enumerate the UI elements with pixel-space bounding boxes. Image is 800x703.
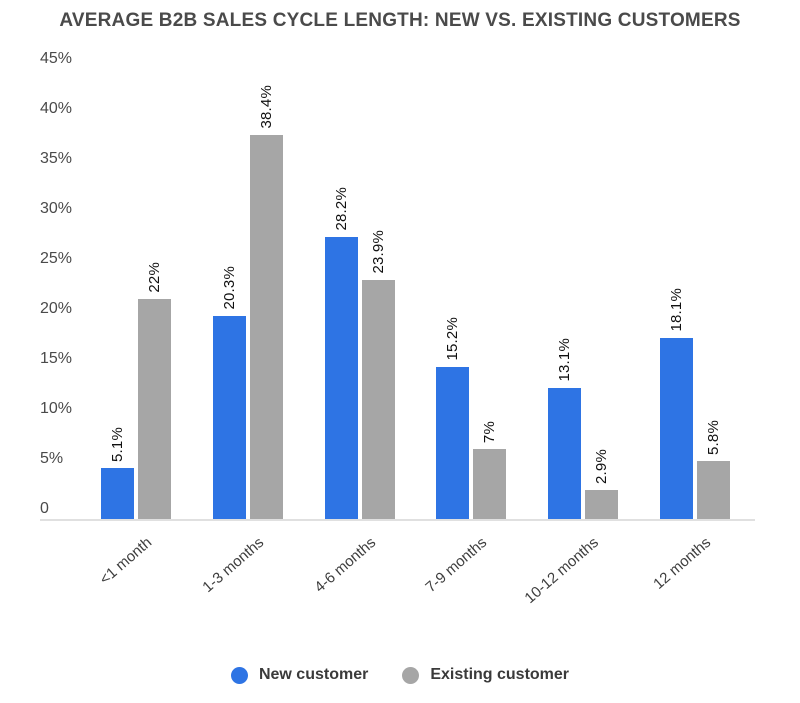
legend-item-new-customer[interactable]: New customer — [230, 666, 369, 684]
x-axis-category-label: <1 month — [96, 534, 156, 589]
x-axis-baseline — [40, 519, 755, 521]
bar-existing-customer[interactable] — [361, 280, 395, 519]
bar-value-label: 7% — [481, 420, 499, 443]
bar-new-customer[interactable] — [660, 338, 693, 519]
x-axis-category-label: 1-3 months — [199, 534, 267, 597]
y-axis-tick-label: 10% — [40, 400, 73, 417]
y-axis-tick-label: 40% — [40, 100, 73, 117]
bar-existing-customer[interactable] — [249, 135, 283, 519]
x-axis-category-label: 4-6 months — [310, 534, 379, 597]
bar-value-label: 18.1% — [668, 288, 685, 332]
x-axis-category-label: 12 months — [650, 534, 715, 593]
legend-label-existing-customer: Existing customer — [430, 666, 570, 683]
bar-value-label: 28.2% — [332, 187, 350, 231]
new-customer-dot-icon — [230, 666, 248, 684]
y-axis-tick-label: 45% — [40, 50, 73, 67]
legend: New customer Existing customer — [0, 666, 800, 684]
legend-item-existing-customer[interactable]: Existing customer — [402, 666, 569, 684]
bar-existing-customer[interactable] — [697, 461, 730, 519]
bar-new-customer[interactable] — [324, 237, 358, 519]
bar-existing-customer[interactable] — [138, 299, 171, 519]
x-axis-category-label: 7-9 months — [422, 534, 491, 597]
bar-value-label: 20.3% — [220, 266, 238, 310]
bar-value-label: 5.1% — [109, 427, 126, 462]
y-axis-tick-label: 20% — [40, 300, 73, 317]
y-axis-tick-label: 15% — [40, 350, 73, 367]
bar-existing-customer[interactable] — [585, 490, 619, 519]
chart-title: AVERAGE B2B SALES CYCLE LENGTH: NEW VS. … — [59, 10, 741, 31]
bar-value-label: 38.4% — [257, 85, 275, 129]
bar-new-customer[interactable] — [212, 316, 246, 519]
bar-new-customer[interactable] — [436, 367, 470, 519]
bar-value-label: 22% — [146, 262, 163, 293]
bar-existing-customer[interactable] — [473, 449, 507, 519]
bar-new-customer[interactable] — [548, 388, 582, 519]
bar-value-label: 23.9% — [369, 230, 387, 274]
bar-new-customer[interactable] — [101, 468, 134, 519]
bar-value-label: 5.8% — [705, 420, 722, 455]
y-axis-tick-label: 35% — [40, 150, 73, 167]
bar-value-label: 15.2% — [444, 317, 462, 361]
bar-value-label: 2.9% — [593, 449, 611, 484]
existing-customer-dot-icon — [402, 666, 420, 684]
y-axis-tick-label: 25% — [40, 250, 73, 267]
y-axis-tick-label: 30% — [40, 200, 73, 217]
y-axis-tick-label: 5% — [40, 450, 64, 467]
y-axis-tick-label: 0 — [40, 500, 49, 517]
legend-label-new-customer: New customer — [258, 666, 369, 683]
bar-value-label: 13.1% — [556, 338, 574, 382]
x-axis-category-label: 10-12 months — [521, 534, 603, 608]
